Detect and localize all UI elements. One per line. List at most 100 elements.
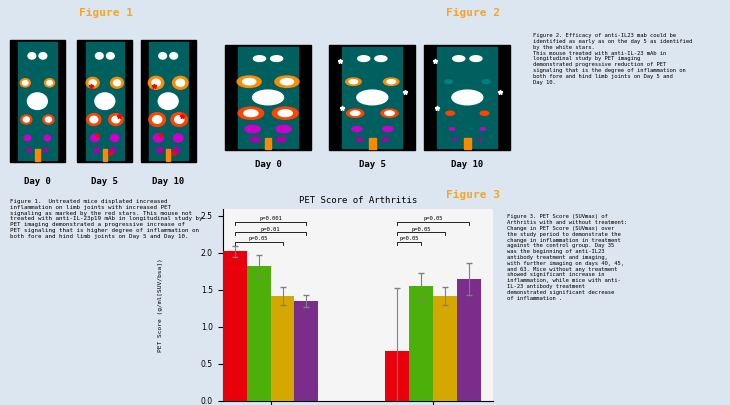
Circle shape [39,53,47,59]
Circle shape [346,78,361,85]
Circle shape [275,76,299,87]
Circle shape [382,138,388,141]
Circle shape [276,137,286,142]
Circle shape [148,77,164,89]
Circle shape [43,115,54,124]
Circle shape [383,78,399,85]
Circle shape [272,107,298,119]
Circle shape [158,93,178,109]
Circle shape [109,113,123,126]
Circle shape [110,77,123,88]
Circle shape [171,113,188,126]
Bar [77,40,132,162]
Circle shape [250,137,261,142]
Circle shape [237,76,261,87]
Circle shape [152,79,161,86]
Bar [385,351,409,401]
Text: Figure 2: Figure 2 [446,8,499,18]
Bar [85,43,124,160]
Circle shape [242,79,255,85]
Circle shape [173,134,183,142]
Circle shape [280,79,293,85]
Text: Day 5: Day 5 [91,177,118,185]
Circle shape [149,113,166,126]
Circle shape [44,135,50,141]
Title: PET Score of Arthritis: PET Score of Arthritis [299,196,417,205]
Circle shape [174,116,184,124]
Circle shape [358,56,369,62]
Circle shape [480,128,485,130]
Bar [369,139,376,149]
Circle shape [96,53,103,59]
Circle shape [356,138,363,141]
Text: p=0.01: p=0.01 [261,226,280,232]
Circle shape [110,148,116,153]
Circle shape [86,77,99,88]
Circle shape [253,56,266,62]
Circle shape [23,81,28,85]
Text: Day 0: Day 0 [255,160,282,169]
Circle shape [470,56,482,62]
Text: Figure 2. Efficacy of anti-IL23 mab could be
identified as early as on the day 5: Figure 2. Efficacy of anti-IL23 mab coul… [533,33,692,85]
Bar [271,296,294,401]
Circle shape [27,148,31,152]
Circle shape [93,148,99,153]
Circle shape [253,90,283,105]
Circle shape [44,148,48,152]
Circle shape [157,147,164,153]
Circle shape [352,126,362,131]
Bar [433,296,457,401]
Bar [464,139,471,149]
Circle shape [276,125,291,132]
Text: Day 0: Day 0 [24,177,51,185]
Circle shape [87,113,101,126]
Text: Day 10: Day 10 [152,177,184,185]
Circle shape [453,139,456,140]
Circle shape [452,90,483,105]
Circle shape [387,80,396,84]
Circle shape [385,111,394,115]
Circle shape [172,77,188,89]
Text: Figure 3. PET Score (SUVmax) of
Arthritis with and without treatment:
Change in : Figure 3. PET Score (SUVmax) of Arthriti… [507,214,627,301]
Bar [264,139,272,149]
Text: p=0.05: p=0.05 [423,216,442,221]
Circle shape [245,125,261,132]
Bar [35,149,39,161]
Bar [457,279,481,401]
Text: Day 5: Day 5 [359,160,385,169]
Circle shape [153,134,164,142]
Bar [409,286,433,401]
Circle shape [478,139,482,140]
Circle shape [238,107,264,119]
Bar [294,301,318,401]
Text: Day 10: Day 10 [451,160,483,169]
Bar [247,266,271,401]
Text: p=0.05: p=0.05 [411,226,431,232]
Circle shape [20,79,30,87]
Circle shape [24,135,31,141]
Bar [225,45,311,150]
Circle shape [95,93,115,109]
Text: Figure 1.  Untreated mice displated increased
inflammation on limb joints with i: Figure 1. Untreated mice displated incre… [9,199,202,239]
Text: Figure 1: Figure 1 [79,8,133,18]
Circle shape [45,117,51,122]
Circle shape [159,53,166,59]
Circle shape [271,56,283,62]
Circle shape [107,53,114,59]
Circle shape [90,116,98,123]
Circle shape [347,109,364,117]
Circle shape [23,117,29,122]
Circle shape [45,79,55,87]
Circle shape [480,111,489,115]
Circle shape [91,134,99,141]
Circle shape [446,111,455,115]
Circle shape [21,115,32,124]
Circle shape [173,147,180,153]
Circle shape [350,111,360,115]
Text: p=0.05: p=0.05 [399,236,419,241]
Circle shape [28,93,47,109]
Circle shape [483,80,490,83]
Circle shape [28,53,36,59]
Bar [424,45,510,150]
Bar [329,45,415,150]
